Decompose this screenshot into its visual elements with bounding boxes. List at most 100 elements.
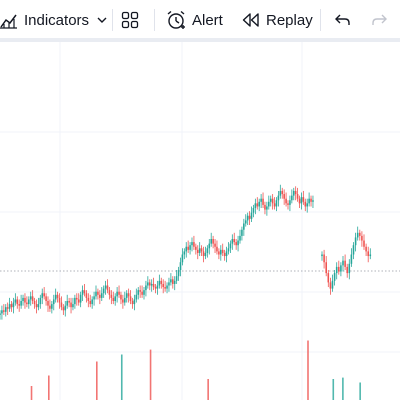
candle-body [216,246,218,252]
candle-body [49,305,51,309]
candle-body [33,301,36,305]
candle-body [173,280,176,284]
indicators-dropdown-button[interactable] [96,0,108,40]
candle-body [60,302,63,308]
candle-body [39,297,42,305]
candle-body [204,252,207,257]
candle-body [148,282,151,286]
candlestick-chart-svg[interactable] [0,42,400,400]
candle-body [52,299,55,305]
candle-body [51,304,53,309]
candle-body [106,285,109,291]
candle-body [12,302,15,308]
candle-body [340,265,342,272]
candle-body [14,299,17,303]
candle-body [304,201,307,207]
candle-body [108,290,111,295]
candle-body [147,282,149,286]
candle-body [160,280,163,284]
undo-button[interactable] [334,0,352,40]
candle-body [24,297,26,303]
undo-arrow-icon [334,12,352,28]
volume-bar [207,379,209,400]
candle-body [323,254,325,263]
candle-body [120,294,122,300]
candle-body [218,251,220,255]
candle-body [195,246,197,250]
candle-body [262,198,264,205]
candle-body [26,302,28,305]
grid-layout-icon [121,11,139,29]
candle-body [275,200,278,207]
candle-body [135,294,138,300]
alert-button[interactable]: Alert [166,0,223,40]
replay-button[interactable]: Replay [242,0,313,40]
candle-body [100,293,103,298]
alert-label: Alert [192,11,223,29]
volume-bar [307,340,309,400]
candle-body [250,212,253,219]
candle-body [85,293,88,298]
candle-body [18,304,20,306]
candle-body [45,296,47,301]
candle-body [22,297,24,301]
candle-body [193,242,195,247]
candle-body [162,283,164,288]
candle-body [365,246,367,252]
candle-body [152,283,155,288]
candle-body [158,280,161,286]
candle-body [223,252,226,257]
candle-body [254,203,257,208]
candle-body [29,296,32,300]
candle-body [321,254,323,257]
candle-body [256,203,259,207]
candle-body [62,307,65,311]
candle-body [331,280,334,289]
candle-body [185,246,188,252]
candle-body [252,208,255,213]
candle-body [99,294,101,298]
candle-body [116,291,118,297]
indicators-button[interactable]: Indicators [0,0,89,40]
candle-body [291,195,293,201]
price-chart[interactable] [0,42,400,400]
volume-bar [359,382,361,400]
redo-arrow-icon [370,12,388,28]
candle-body [172,279,174,284]
candle-body [346,266,348,274]
candle-body [20,301,22,306]
candle-body [1,310,3,314]
candle-body [66,301,68,306]
candle-body [227,248,230,252]
candle-body [47,301,49,306]
candle-body [289,200,291,205]
candle-body [350,254,353,264]
candle-body [97,291,99,295]
candle-body [264,204,266,210]
candle-body [266,206,268,210]
candle-body [4,307,7,312]
candle-body [363,240,365,247]
candle-body [244,220,247,224]
candle-body [181,254,184,263]
candle-body [77,299,80,303]
candle-body [329,282,332,289]
layouts-button[interactable] [121,0,139,40]
candle-body [342,260,344,266]
candle-body [95,291,97,297]
toolbar-separator [112,9,113,31]
candle-body [302,197,305,202]
candle-body [202,251,205,257]
candle-body [112,297,115,301]
candle-body [156,285,159,289]
candle-body [56,294,59,298]
redo-button[interactable] [370,0,388,40]
candle-body [225,251,228,257]
candle-body [89,301,92,305]
candle-body [141,291,143,295]
volume-bar [342,377,344,400]
candle-body [221,249,224,253]
candle-body [298,198,301,204]
candle-body [58,297,61,303]
candle-body [310,198,312,202]
